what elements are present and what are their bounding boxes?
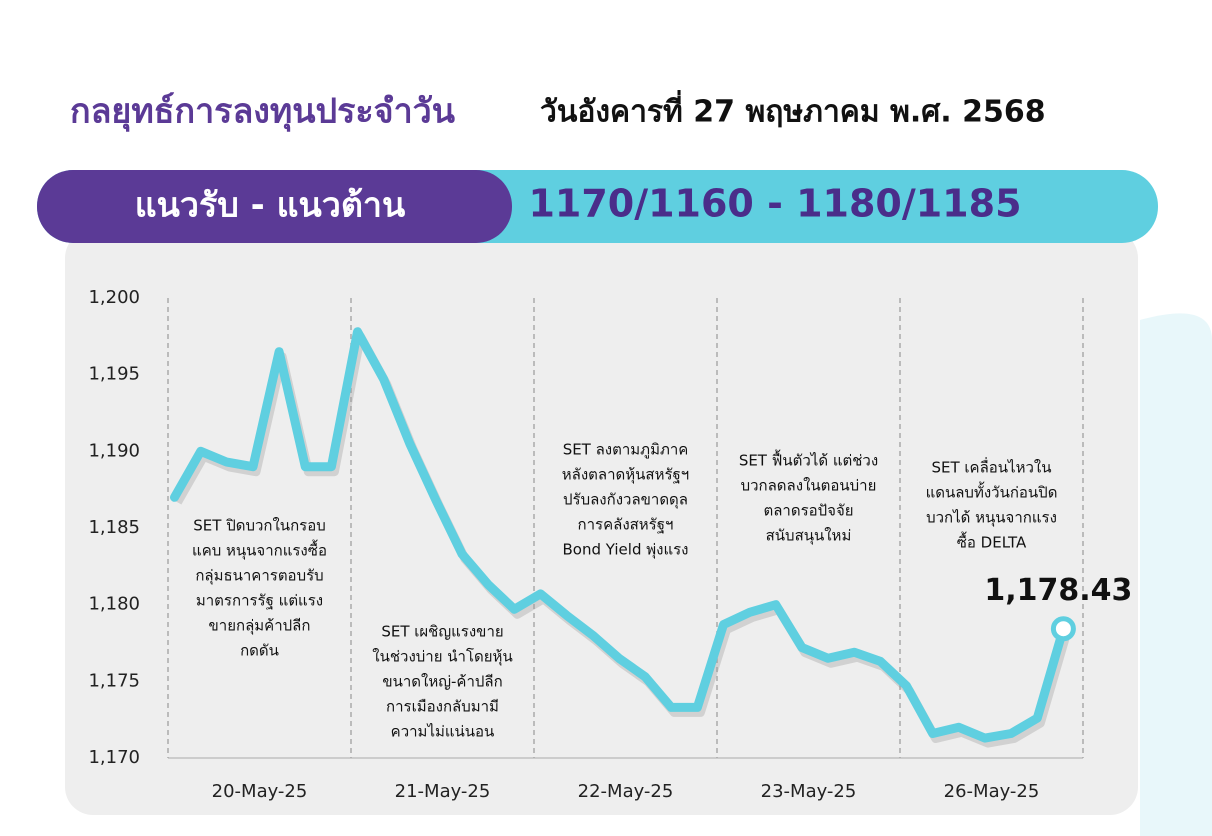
annotation: ในช่วงบ่าย นำโดยหุ้น bbox=[372, 648, 512, 667]
x-tick-label: 26-May-25 bbox=[944, 781, 1040, 802]
annotation: SET เผชิญแรงขาย bbox=[381, 623, 503, 641]
line bbox=[170, 327, 1068, 743]
y-tick-label: 1,170 bbox=[88, 747, 140, 768]
chart-panel bbox=[65, 230, 1138, 815]
y-tick-label: 1,185 bbox=[88, 517, 140, 538]
annotation: กดดัน bbox=[240, 642, 279, 660]
end-marker bbox=[1050, 616, 1076, 642]
annotation: SET เคลื่อนไหวใน bbox=[932, 457, 1052, 477]
annotation: ความไม่แน่นอน bbox=[391, 723, 495, 741]
annotation: กลุ่มธนาคารตอบรับ bbox=[195, 567, 323, 586]
annotation: ขนาดใหญ่-ค้าปลีก bbox=[382, 673, 502, 691]
annotation: หลังตลาดหุ้นสหรัฐฯ bbox=[562, 466, 689, 485]
annotation: การเมืองกลับมามี bbox=[386, 698, 499, 716]
annotation: บวกลดลงในตอนบ่าย bbox=[741, 477, 877, 495]
annotation: SET ฟื้นตัวได้ แต่ช่วง bbox=[739, 450, 878, 470]
title: กลยุทธ์การลงทุนประจำวัน bbox=[70, 92, 455, 133]
x-tick-label: 23-May-25 bbox=[761, 781, 857, 802]
decor bbox=[1140, 313, 1212, 836]
annotation: Bond Yield พุ่งแรง bbox=[562, 541, 688, 560]
annotation: ตลาดรอปัจจัย bbox=[763, 502, 853, 520]
annotation: SET ลงตามภูมิภาค bbox=[563, 441, 689, 459]
plot: 1,200 1,195 1,190 1,185 1,180 1,175 1,170 20-Ma… bbox=[88, 287, 1132, 802]
y-tick-label: 1,180 bbox=[88, 594, 140, 615]
y-tick-label: 1,195 bbox=[88, 364, 140, 385]
annotation: บวกได้ หนุนจากแรง bbox=[926, 509, 1057, 528]
y-tick-label: 1,175 bbox=[88, 670, 140, 691]
value-label: 1,178.43 bbox=[984, 573, 1132, 608]
y-tick-label: 1,190 bbox=[88, 440, 140, 461]
annotation: ซื้อ DELTA bbox=[957, 532, 1027, 552]
banner-label-bg bbox=[37, 170, 512, 243]
y-tick-label: 1,200 bbox=[88, 287, 140, 308]
annotation: สนับสนุนใหม่ bbox=[766, 527, 852, 546]
x-tick-label: 21-May-25 bbox=[395, 781, 491, 802]
annotation: การคลังสหรัฐฯ bbox=[578, 516, 674, 534]
x-tick-label: 22-May-25 bbox=[578, 781, 674, 802]
annotation: SET ปิดบวกในกรอบ bbox=[193, 517, 325, 535]
x-tick-label: 20-May-25 bbox=[212, 781, 308, 802]
banner-label: แนวรับ - แนวต้าน bbox=[135, 186, 406, 226]
banner-value: 1170/1160 - 1180/1185 bbox=[528, 182, 1021, 226]
annotation: ขายกลุ่มค้าปลีก bbox=[209, 617, 311, 636]
annotation: ปรับลงกังวลขาดดุล bbox=[563, 491, 688, 510]
annotation: แคบ หนุนจากแรงซื้อ bbox=[192, 540, 327, 561]
annotation: แดนลบทั้งวันก่อนปิด bbox=[926, 482, 1058, 502]
annotation: มาตรการรัฐ แต่แรง bbox=[196, 592, 323, 610]
date: วันอังคารที่ 27 พฤษภาคม พ.ศ. 2568 bbox=[540, 90, 1046, 130]
